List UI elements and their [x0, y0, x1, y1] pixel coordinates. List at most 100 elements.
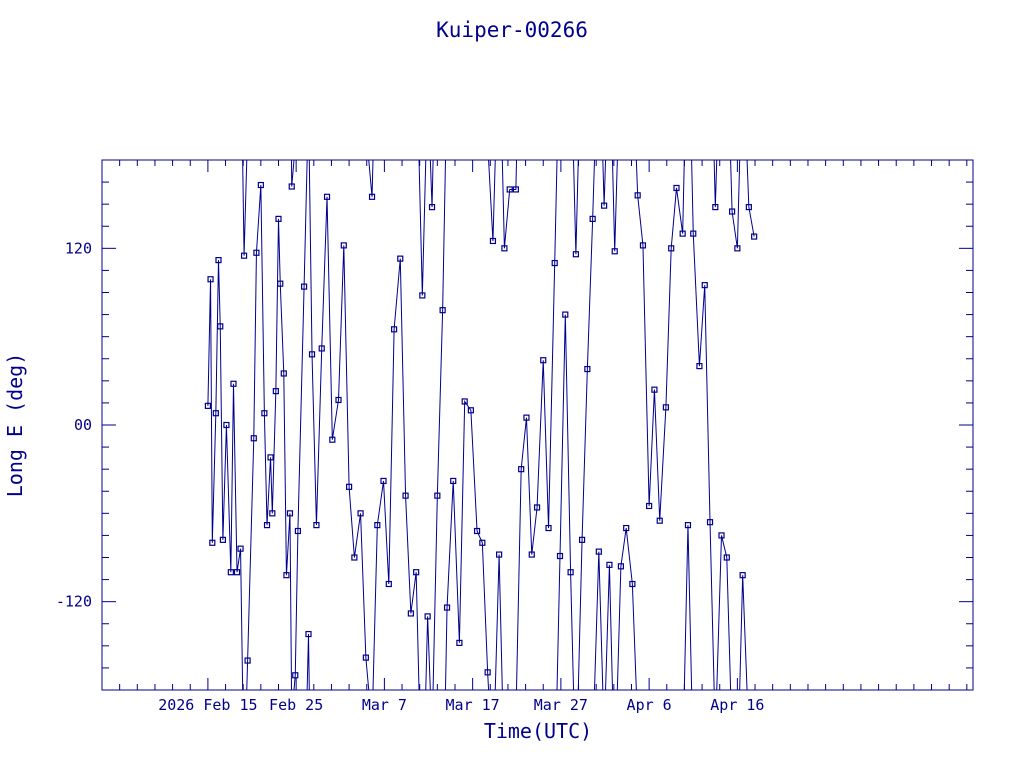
data-point: [275, 215, 282, 222]
data-point: [269, 510, 276, 517]
data-point: [292, 672, 299, 679]
data-point: [728, 208, 736, 215]
data-point: [556, 552, 564, 560]
x-tick-labels: 2026 Feb 15 Feb 25 Mar 7 Mar 17 Mar 27 Apr 6 A…: [158, 696, 764, 714]
data-point: [656, 517, 663, 524]
data-point: [639, 242, 647, 249]
data-point: [712, 204, 719, 211]
x-tick-label: Mar 27: [534, 696, 588, 714]
data-point: [385, 580, 392, 588]
data-point: [679, 230, 686, 237]
data-point: [263, 522, 271, 529]
x-tick-label: Mar 17: [446, 696, 500, 714]
data-point: [323, 193, 331, 200]
data-point: [443, 604, 451, 611]
data-point: [397, 255, 404, 262]
data-point: [227, 569, 234, 576]
data-point: [506, 186, 513, 193]
data-point: [489, 237, 497, 245]
plot-area: [204, 160, 758, 690]
data-point: [305, 630, 312, 638]
data-point: [634, 192, 641, 199]
data-point: [617, 563, 624, 570]
data-point: [623, 524, 630, 532]
data-point: [215, 257, 222, 264]
data-point: [701, 282, 708, 289]
data-point: [237, 545, 244, 552]
data-point: [751, 233, 758, 240]
data-point: [204, 402, 211, 409]
data-point: [595, 548, 602, 555]
data-point: [646, 502, 653, 510]
data-point: [734, 245, 741, 252]
data-point: [673, 184, 680, 192]
data-point: [219, 536, 226, 543]
data-point: [690, 230, 697, 237]
data-point: [496, 551, 503, 558]
data-point: [696, 363, 703, 370]
data-point: [562, 311, 569, 318]
data-point: [288, 183, 295, 190]
axis-ticks: [102, 160, 973, 690]
data-point: [484, 669, 491, 676]
data-point: [611, 248, 618, 255]
data-point: [434, 492, 441, 499]
data-point: [439, 307, 446, 314]
data-point: [335, 396, 342, 404]
data-point: [207, 276, 214, 283]
data-point: [723, 554, 730, 561]
data-point: [533, 504, 541, 511]
data-point: [540, 357, 547, 364]
data-point: [461, 398, 468, 405]
y-tick-label: -120: [56, 593, 92, 611]
data-point: [212, 410, 219, 417]
data-point: [428, 204, 436, 211]
data-point: [261, 410, 268, 417]
data-point: [419, 292, 426, 299]
data-point: [357, 510, 364, 517]
x-tick-label: Mar 7: [362, 696, 407, 714]
x-tick-label: Apr 16: [710, 696, 764, 714]
data-point: [456, 639, 463, 646]
data-point: [706, 519, 714, 526]
data-point: [217, 323, 224, 330]
data-point: [501, 245, 508, 252]
data-point: [230, 380, 237, 387]
data-point: [272, 388, 279, 395]
data-point: [329, 436, 336, 443]
data-point: [351, 554, 358, 561]
data-point: [267, 454, 274, 461]
data-point: [280, 370, 287, 377]
data-point: [567, 569, 574, 576]
data-point: [629, 580, 636, 588]
data-point: [250, 435, 257, 442]
data-point: [572, 251, 579, 258]
data-point: [345, 483, 353, 490]
data-point: [407, 610, 414, 617]
data-point: [589, 215, 596, 222]
data-point: [402, 492, 409, 499]
data-point: [283, 572, 290, 579]
x-tick-label: 2026 Feb 15: [158, 696, 257, 714]
x-tick-label: Apr 6: [627, 696, 672, 714]
data-point: [745, 204, 752, 211]
data-point: [374, 522, 381, 529]
data-point: [294, 527, 302, 535]
data-point: [277, 280, 284, 287]
data-point: [606, 561, 613, 568]
data-point: [473, 527, 481, 535]
data-point: [240, 252, 248, 259]
data-point: [479, 539, 486, 546]
x-tick-label: Feb 25: [269, 696, 323, 714]
data-point: [390, 326, 398, 333]
y-tick-label: 120: [65, 239, 92, 257]
data-point: [318, 345, 325, 352]
data-point: [300, 283, 308, 290]
y-tick-label: 00: [74, 416, 92, 434]
data-point: [584, 365, 591, 373]
data-point: [253, 249, 260, 256]
data-point: [413, 569, 420, 576]
series-line: [207, 160, 755, 690]
data-point: [718, 532, 725, 539]
